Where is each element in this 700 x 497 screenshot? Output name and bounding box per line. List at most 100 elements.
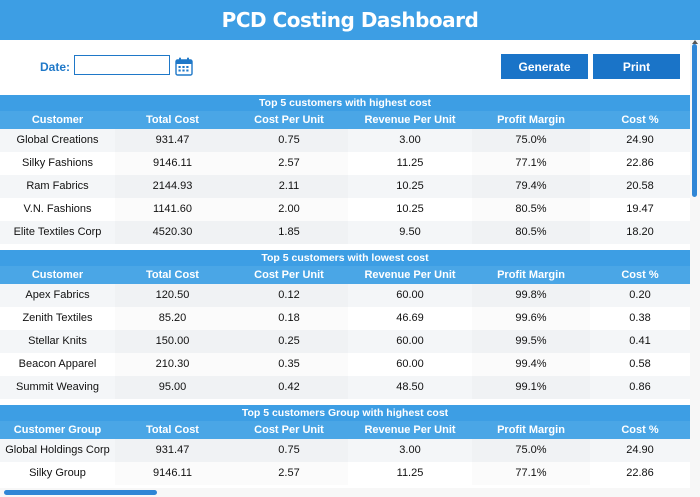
vertical-scroll-thumb[interactable] [692, 44, 697, 197]
cost-table-1: Top 5 customers with highest cost Custome… [0, 95, 690, 244]
column-header[interactable]: Revenue Per Unit [364, 114, 456, 126]
column-header[interactable]: Customer [31, 269, 84, 281]
title-bar: PCD Costing Dashboard [0, 0, 700, 40]
table-header-row: Customer Total Cost Cost Per Unit Revenue P… [0, 266, 690, 284]
table-row[interactable]: Silky Fashions 9146.11 2.57 11.25 77.1% 22.86 [0, 152, 690, 175]
table-cell: 77.1% [515, 467, 547, 479]
table-row[interactable]: Global Creations 931.47 0.75 3.00 75.0% 24.90 [0, 129, 690, 152]
table-cell: 77.1% [515, 157, 547, 169]
cost-table-3: Top 5 customers Group with highest cost C… [0, 405, 690, 485]
table-cell: Zenith Textiles [22, 312, 93, 324]
table-cell: 150.00 [155, 335, 190, 347]
table-body: Apex Fabrics 120.50 0.12 60.00 99.8% 0.20 Zeni… [0, 284, 690, 399]
column-header[interactable]: Profit Margin [497, 269, 565, 281]
column-header[interactable]: Revenue Per Unit [364, 269, 456, 281]
table-cell: V.N. Fashions [23, 203, 92, 215]
table-cell: 99.4% [515, 358, 547, 370]
table-row[interactable]: Elite Textiles Corp 4520.30 1.85 9.50 80.5% 1… [0, 221, 690, 244]
column-header[interactable]: Revenue Per Unit [364, 424, 456, 436]
table-cell: 0.42 [278, 381, 300, 393]
column-header[interactable]: Profit Margin [497, 424, 565, 436]
column-header[interactable]: Cost Per Unit [254, 114, 324, 126]
table-cell: 2.57 [278, 467, 300, 479]
table-cell: 210.30 [155, 358, 190, 370]
column-header[interactable]: Total Cost [146, 114, 199, 126]
table-cell: 99.1% [515, 381, 547, 393]
table-cell: 85.20 [158, 312, 187, 324]
table-cell: 9146.11 [153, 157, 192, 169]
table-cell: 0.58 [629, 358, 651, 370]
table-cell: 2.00 [278, 203, 300, 215]
column-header[interactable]: Cost % [621, 114, 659, 126]
table-cell: 0.86 [629, 381, 651, 393]
table-cell: 0.12 [278, 289, 300, 301]
table-cell: 10.25 [396, 203, 424, 215]
table-cell: 24.90 [626, 444, 654, 456]
table-cell: 0.75 [278, 134, 300, 146]
table-row[interactable]: Ram Fabrics 2144.93 2.11 10.25 79.4% 20.58 [0, 175, 690, 198]
cost-table-2: Top 5 customers with lowest cost Customer… [0, 250, 690, 399]
calendar-icon[interactable] [175, 57, 193, 76]
column-header[interactable]: Customer Group [13, 424, 102, 436]
table-cell: 3.00 [399, 444, 421, 456]
table-cell: Silky Group [29, 467, 86, 479]
column-header[interactable]: Customer [31, 114, 84, 126]
date-label: Date: [40, 60, 71, 74]
table-cell: 4520.30 [152, 226, 193, 238]
table-cell: Global Holdings Corp [5, 444, 110, 456]
table-row[interactable]: Summit Weaving 95.00 0.42 48.50 99.1% 0.86 [0, 376, 690, 399]
section-title: Top 5 customers Group with highest cost [0, 405, 690, 421]
horizontal-scrollbar[interactable] [0, 488, 700, 497]
table-cell: 99.5% [515, 335, 547, 347]
table-cell: 11.25 [396, 467, 424, 479]
table-cell: 75.0% [515, 444, 547, 456]
table-row[interactable]: Stellar Knits 150.00 0.25 60.00 99.5% 0.41 [0, 330, 690, 353]
page-title: PCD Costing Dashboard [221, 8, 479, 32]
column-header[interactable]: Cost Per Unit [254, 269, 324, 281]
scroll-up-arrow-icon[interactable] [692, 40, 698, 44]
generate-button[interactable]: Generate [501, 54, 588, 79]
table-cell: 0.20 [629, 289, 651, 301]
column-header[interactable]: Cost Per Unit [254, 424, 324, 436]
table-cell: Apex Fabrics [25, 289, 90, 301]
table-cell: Stellar Knits [28, 335, 87, 347]
table-cell: 9146.11 [153, 467, 192, 479]
table-header-row: Customer Group Total Cost Cost Per Unit Rev… [0, 421, 690, 439]
table-cell: 19.47 [626, 203, 654, 215]
column-header[interactable]: Profit Margin [497, 114, 565, 126]
table-cell: 120.50 [155, 289, 190, 301]
column-header[interactable]: Total Cost [146, 269, 199, 281]
table-cell: 2.11 [278, 180, 300, 192]
table-row[interactable]: Zenith Textiles 85.20 0.18 46.69 99.6% 0.38 [0, 307, 690, 330]
table-row[interactable]: V.N. Fashions 1141.60 2.00 10.25 80.5% 19.47 [0, 198, 690, 221]
print-button[interactable]: Print [593, 54, 680, 79]
table-cell: 3.00 [399, 134, 421, 146]
section-title: Top 5 customers with lowest cost [0, 250, 690, 266]
table-cell: 99.6% [515, 312, 547, 324]
table-cell: Elite Textiles Corp [13, 226, 102, 238]
date-input[interactable] [74, 55, 170, 75]
vertical-scrollbar[interactable] [690, 40, 700, 488]
column-header[interactable]: Total Cost [146, 424, 199, 436]
table-cell: 48.50 [396, 381, 424, 393]
table-cell: 99.8% [515, 289, 547, 301]
table-cell: 10.25 [396, 180, 424, 192]
column-header[interactable]: Cost % [621, 424, 659, 436]
table-cell: Silky Fashions [22, 157, 93, 169]
table-cell: 0.41 [629, 335, 651, 347]
table-cell: 24.90 [626, 134, 654, 146]
table-cell: 80.5% [515, 226, 547, 238]
horizontal-scroll-thumb[interactable] [4, 490, 157, 495]
table-cell: 80.5% [515, 203, 547, 215]
table-cell: 60.00 [396, 289, 424, 301]
table-row[interactable]: Silky Group 9146.11 2.57 11.25 77.1% 22.86 [0, 462, 690, 485]
table-cell: 0.18 [278, 312, 300, 324]
table-row[interactable]: Beacon Apparel 210.30 0.35 60.00 99.4% 0.58 [0, 353, 690, 376]
table-cell: 18.20 [626, 226, 654, 238]
table-cell: 60.00 [396, 358, 424, 370]
table-row[interactable]: Global Holdings Corp 931.47 0.75 3.00 75.0% 2… [0, 439, 690, 462]
table-cell: 1141.60 [153, 203, 192, 215]
table-cell: 2144.93 [152, 180, 193, 192]
column-header[interactable]: Cost % [621, 269, 659, 281]
table-row[interactable]: Apex Fabrics 120.50 0.12 60.00 99.8% 0.20 [0, 284, 690, 307]
